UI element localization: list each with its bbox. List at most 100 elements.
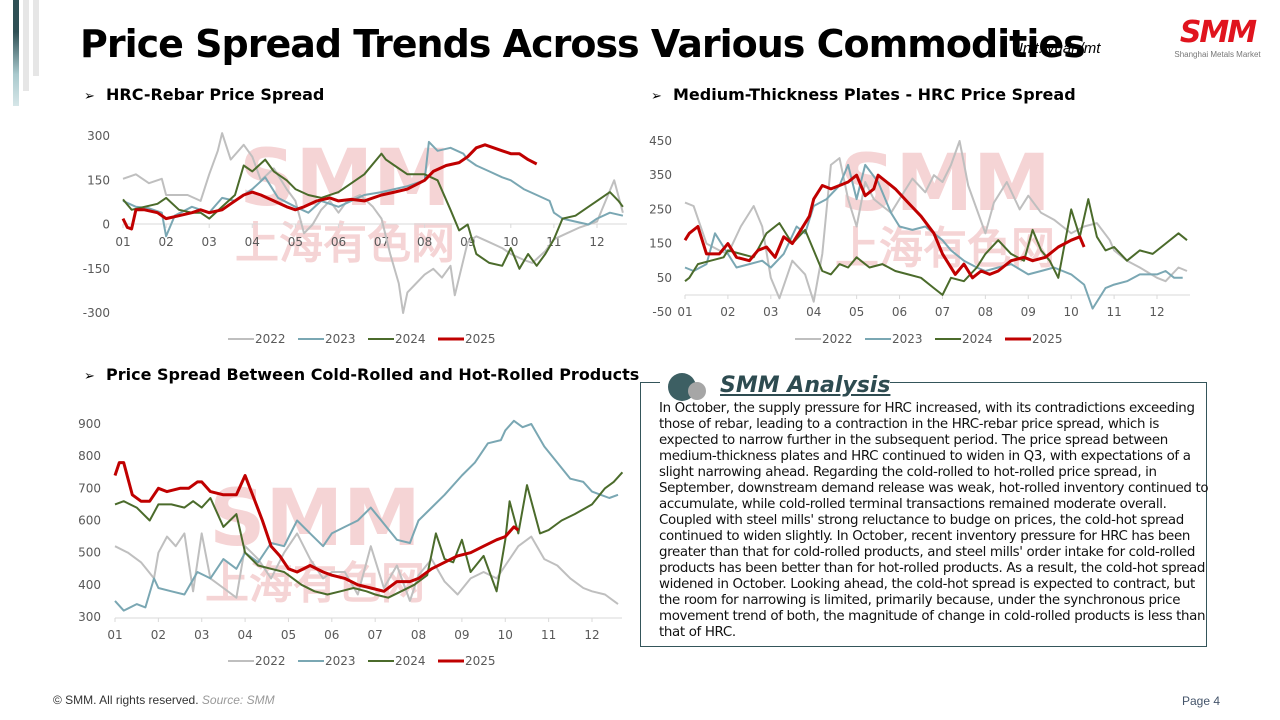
x-tick-label: 03 — [194, 628, 209, 642]
analysis-title: SMM Analysis — [720, 373, 891, 398]
section-title-plates-hrc: ➢ Medium-Thickness Plates - HRC Price Spr… — [651, 85, 1076, 104]
y-tick-label: 300 — [78, 610, 101, 624]
x-tick-label: 10 — [498, 628, 513, 642]
analysis-body: In October, the supply pressure for HRC … — [659, 401, 1209, 640]
legend-label: 2022 — [255, 332, 286, 346]
footer-copyright: © SMM. All rights reserved. Source: SMM — [53, 693, 275, 707]
logo-mark: SMM — [1179, 15, 1257, 50]
x-tick-label: 07 — [935, 305, 950, 319]
x-tick-label: 10 — [1064, 305, 1079, 319]
x-tick-label: 09 — [1021, 305, 1036, 319]
x-tick-label: 12 — [584, 628, 599, 642]
series-line-2024 — [122, 152, 624, 270]
x-tick-label: 11 — [1106, 305, 1121, 319]
section-title-cold-hot: ➢ Price Spread Between Cold-Rolled and Ho… — [84, 365, 639, 384]
series-line-2022 — [122, 132, 624, 314]
legend-label: 2024 — [962, 332, 993, 346]
y-tick-label: 250 — [649, 202, 672, 216]
x-tick-label: 02 — [720, 305, 735, 319]
y-tick-label: 350 — [649, 168, 672, 182]
analysis-circle-icon-small — [688, 382, 706, 400]
smm-logo: SMM Shanghai Metals Market — [1170, 15, 1265, 60]
legend-label: 2023 — [325, 654, 356, 668]
copyright-text: © SMM. All rights reserved. — [53, 693, 199, 707]
page-title: Price Spread Trends Across Various Commo… — [80, 22, 1086, 66]
x-tick-label: 08 — [417, 235, 432, 249]
x-tick-label: 06 — [331, 235, 346, 249]
y-tick-label: 700 — [78, 481, 101, 495]
logo-subtitle: Shanghai Metals Market — [1174, 50, 1261, 59]
section-title-hrc-rebar: ➢ HRC-Rebar Price Spread — [84, 85, 324, 104]
legend-label: 2023 — [325, 332, 356, 346]
x-tick-label: 09 — [454, 628, 469, 642]
series-line-2024 — [114, 471, 624, 599]
x-tick-label: 07 — [368, 628, 383, 642]
y-tick-label: -150 — [83, 262, 110, 276]
x-tick-label: 02 — [158, 235, 173, 249]
y-tick-label: 50 — [657, 271, 672, 285]
analysis-box — [640, 382, 1207, 647]
y-tick-label: 600 — [78, 514, 101, 528]
x-tick-label: 12 — [1149, 305, 1164, 319]
section-title-text: Price Spread Between Cold-Rolled and Hot… — [106, 365, 640, 384]
x-tick-label: 08 — [411, 628, 426, 642]
y-tick-label: 900 — [78, 417, 101, 431]
y-tick-label: 300 — [87, 129, 110, 143]
decorative-bar-light — [23, 0, 29, 91]
legend-label: 2022 — [255, 654, 286, 668]
watermark-logo: SMM — [239, 134, 450, 224]
x-tick-label: 04 — [806, 305, 821, 319]
x-tick-label: 02 — [151, 628, 166, 642]
source-text: Source: SMM — [201, 693, 275, 707]
page-number: Page 4 — [1182, 694, 1221, 708]
x-tick-label: 08 — [978, 305, 993, 319]
y-tick-label: -50 — [652, 305, 672, 319]
x-tick-label: 01 — [107, 628, 122, 642]
decorative-bar-light — [33, 0, 39, 76]
x-tick-label: 05 — [281, 628, 296, 642]
watermark-cn: 上海有色网 — [235, 218, 455, 269]
series-line-2025 — [683, 173, 1086, 280]
legend-label: 2023 — [892, 332, 923, 346]
series-line-2023 — [114, 419, 619, 612]
y-tick-label: 400 — [78, 578, 101, 592]
x-tick-label: 04 — [245, 235, 260, 249]
legend-label: 2024 — [395, 654, 426, 668]
section-title-text: HRC-Rebar Price Spread — [106, 85, 325, 104]
y-tick-label: 0 — [102, 218, 110, 232]
series-line-2025 — [121, 143, 538, 231]
y-tick-label: 450 — [649, 134, 672, 148]
legend-label: 2022 — [822, 332, 853, 346]
section-title-text: Medium-Thickness Plates - HRC Price Spre… — [673, 85, 1076, 104]
x-tick-label: 03 — [202, 235, 217, 249]
y-tick-label: 500 — [78, 546, 101, 560]
x-tick-label: 12 — [589, 235, 604, 249]
y-tick-label: 150 — [649, 237, 672, 251]
y-tick-label: 150 — [87, 173, 110, 187]
x-tick-label: 04 — [237, 628, 252, 642]
series-line-2025 — [113, 461, 520, 593]
legend-label: 2024 — [395, 332, 426, 346]
arrow-bullet-icon: ➢ — [651, 89, 662, 104]
series-line-2023 — [684, 163, 1183, 310]
decorative-bar-dark — [13, 0, 19, 106]
y-tick-label: -300 — [83, 306, 110, 320]
arrow-bullet-icon: ➢ — [84, 369, 95, 384]
legend-label: 2025 — [465, 654, 496, 668]
x-tick-label: 05 — [288, 235, 303, 249]
y-tick-label: 800 — [78, 449, 101, 463]
x-tick-label: 10 — [503, 235, 518, 249]
x-tick-label: 03 — [763, 305, 778, 319]
x-tick-label: 01 — [677, 305, 692, 319]
watermark-cn: 上海有色网 — [835, 223, 1055, 274]
x-tick-label: 06 — [892, 305, 907, 319]
x-tick-label: 05 — [849, 305, 864, 319]
legend-label: 2025 — [1032, 332, 1063, 346]
arrow-bullet-icon: ➢ — [84, 89, 95, 104]
series-line-2024 — [684, 198, 1188, 296]
